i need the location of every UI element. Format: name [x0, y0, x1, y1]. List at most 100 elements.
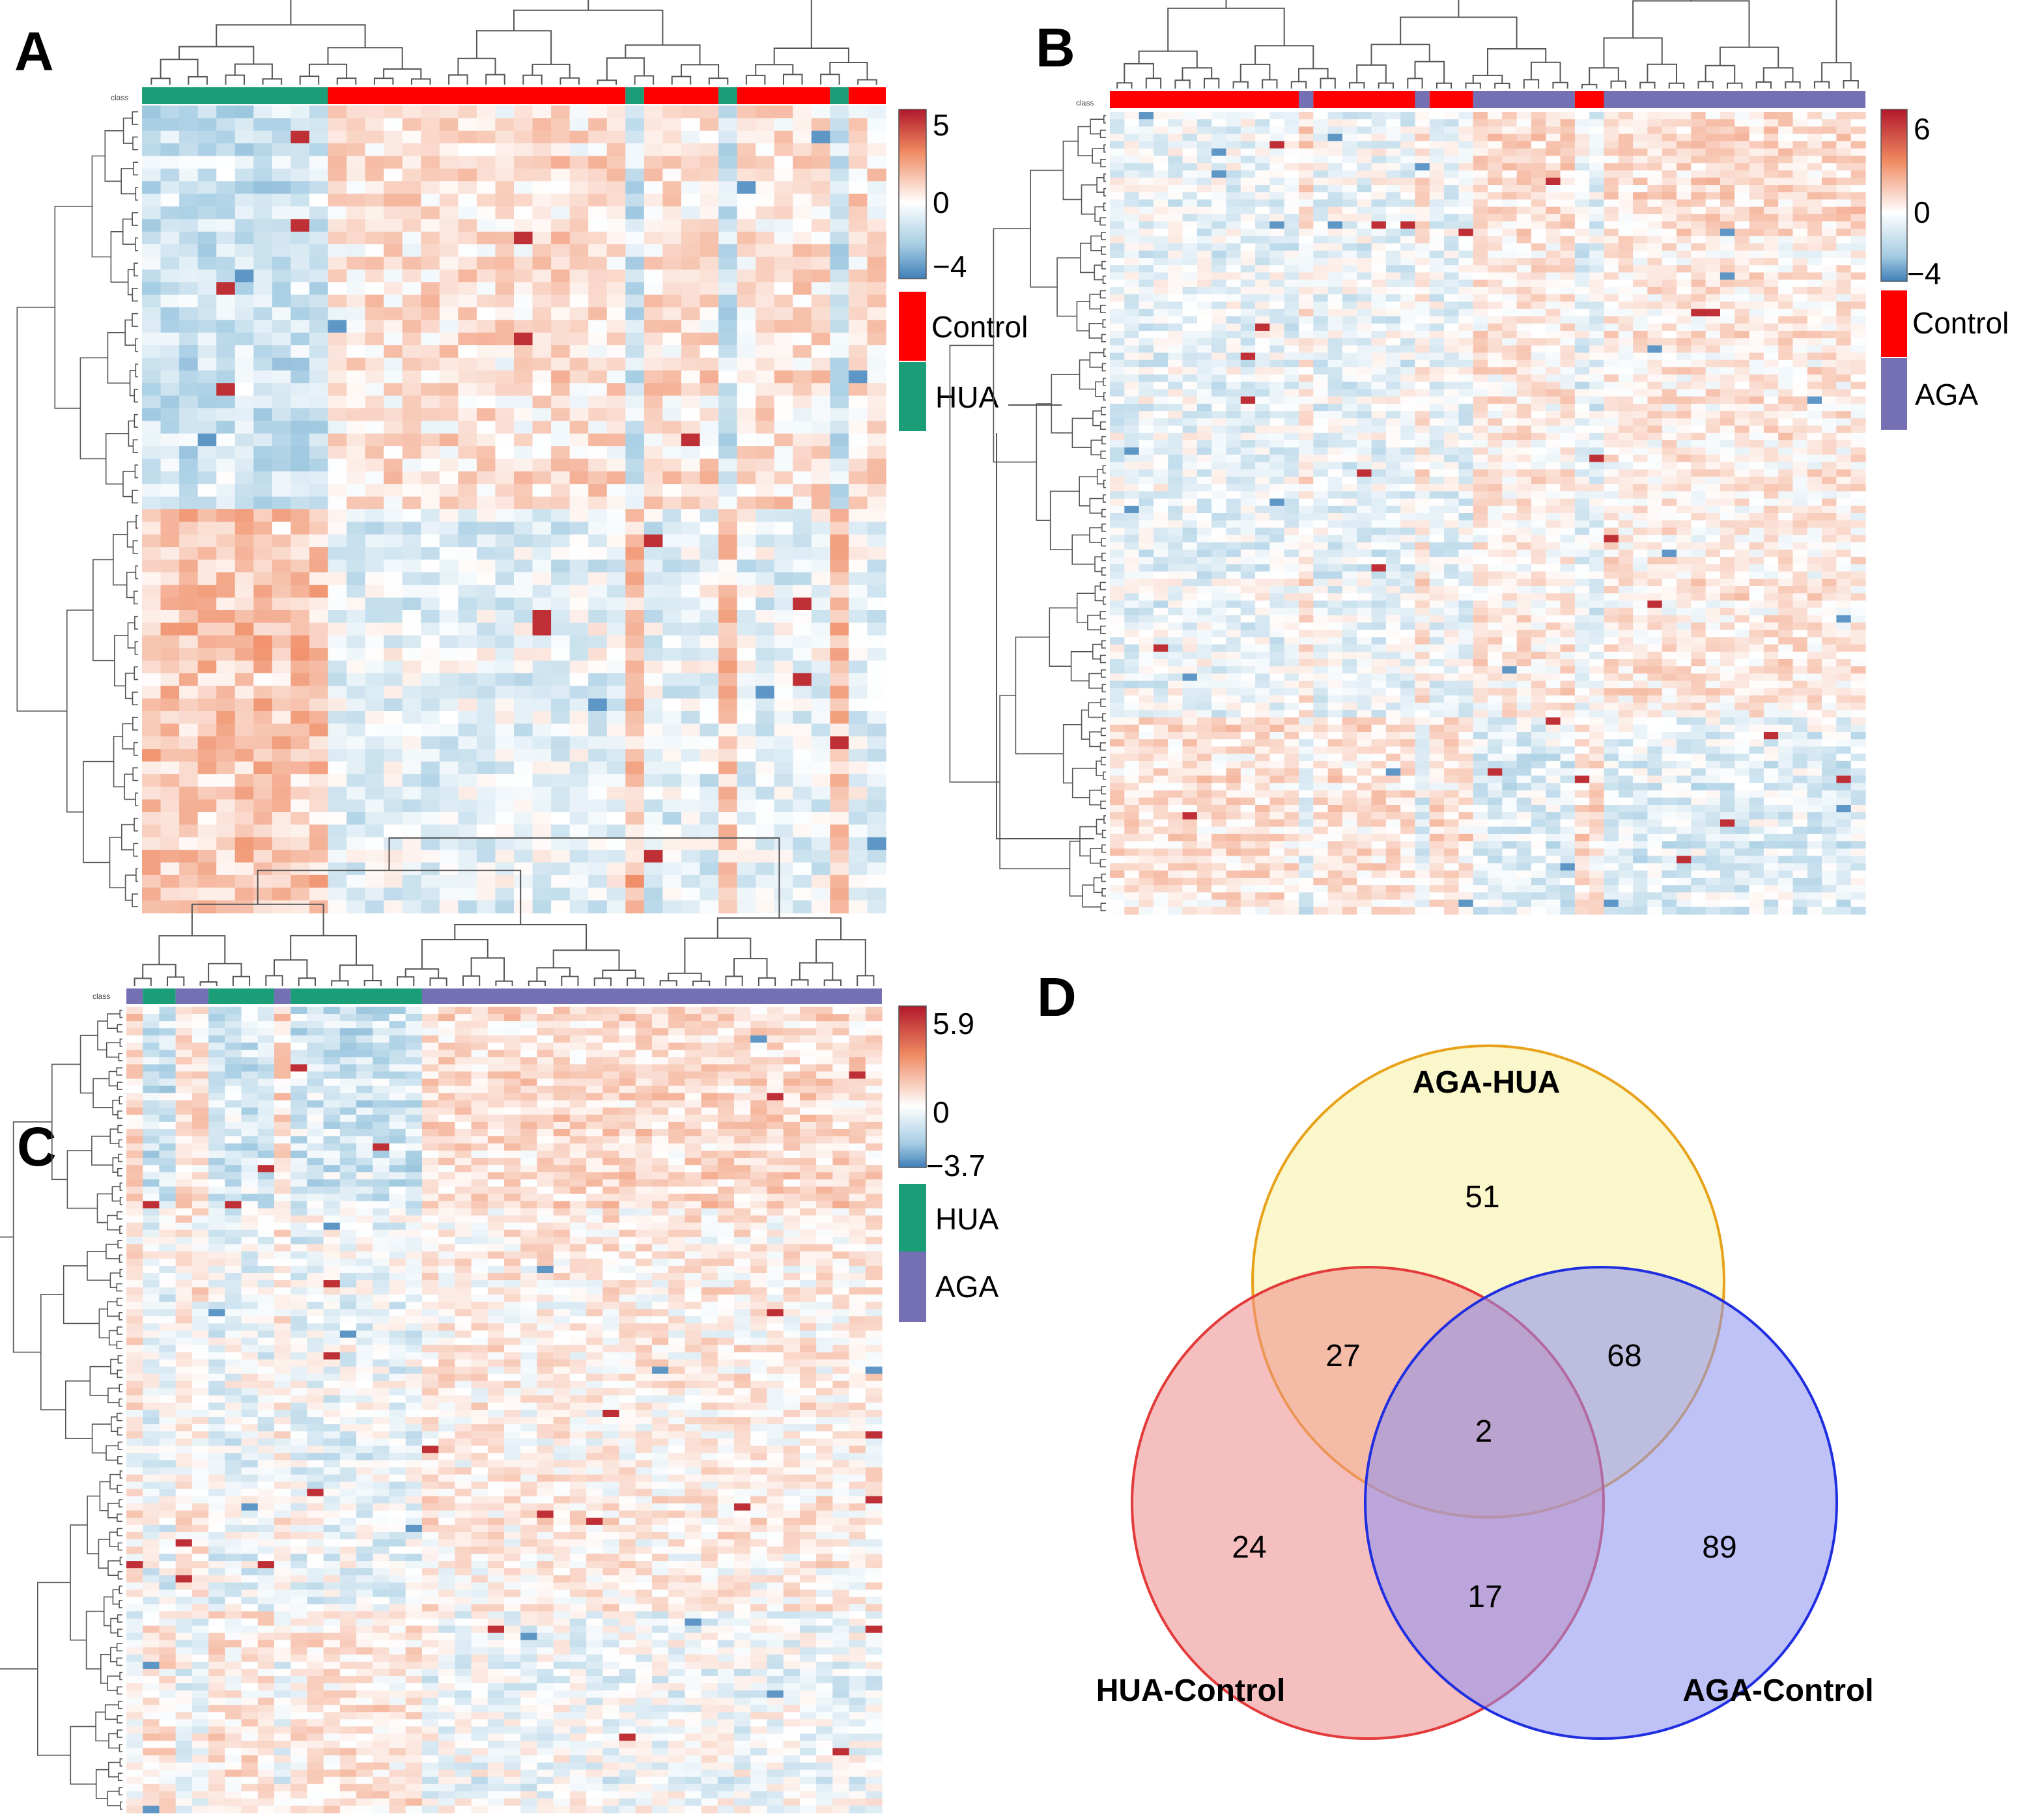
heatmap-cell — [718, 572, 738, 585]
heatmap-cell — [867, 875, 886, 888]
heatmap-cell — [421, 471, 440, 484]
heatmap-cell — [253, 875, 273, 888]
heatmap-cell — [606, 673, 626, 686]
heatmap-cell — [197, 648, 217, 662]
heatmap-cell — [421, 673, 440, 686]
heatmap-cell — [1749, 331, 1764, 339]
heatmap-cell — [1385, 432, 1401, 441]
heatmap-cell — [272, 395, 291, 409]
heatmap-cell — [1502, 265, 1518, 273]
heatmap-cell — [1473, 425, 1488, 434]
heatmap-cell — [1807, 418, 1822, 427]
heatmap-cell — [309, 534, 329, 548]
heatmap-cell — [532, 812, 552, 825]
heatmap-cell — [1240, 316, 1256, 324]
heatmap-cell — [1197, 214, 1212, 222]
heatmap-cell — [1226, 359, 1241, 368]
heatmap-cell — [551, 156, 571, 169]
heatmap-cell — [1458, 301, 1474, 309]
heatmap-cell — [1589, 119, 1605, 127]
heatmap-cell — [718, 585, 738, 598]
heatmap-cell — [1546, 309, 1561, 317]
heatmap-cell — [1662, 418, 1677, 427]
heatmap-cell — [1735, 258, 1750, 266]
heatmap-cell — [737, 522, 756, 535]
heatmap-cell — [142, 559, 162, 573]
heatmap-cell — [718, 282, 738, 296]
heatmap-cell — [1473, 309, 1488, 317]
heatmap-cell — [290, 257, 310, 270]
heatmap-cell — [1749, 396, 1764, 404]
heatmap-cell — [272, 774, 291, 787]
heatmap-cell — [606, 559, 626, 573]
heatmap-cell — [1415, 331, 1430, 339]
heatmap-cell — [1139, 214, 1154, 222]
heatmap-cell — [514, 761, 533, 775]
heatmap-cell — [1763, 177, 1779, 186]
heatmap-cell — [551, 888, 571, 901]
heatmap-cell — [1284, 236, 1299, 244]
heatmap-cell — [1400, 206, 1416, 215]
heatmap-cell — [1531, 272, 1546, 281]
heatmap-cell — [1531, 229, 1546, 236]
heatmap-cell — [681, 143, 701, 157]
heatmap-cell — [848, 635, 868, 649]
heatmap-cell — [569, 496, 589, 510]
heatmap-cell — [1807, 265, 1822, 273]
heatmap-cell — [1473, 177, 1488, 186]
heatmap-cell — [793, 559, 812, 573]
heatmap-cell — [1589, 279, 1605, 288]
heatmap-cell — [476, 496, 496, 510]
heatmap-cell — [1531, 432, 1546, 441]
heatmap-cell — [514, 458, 533, 472]
heatmap-cell — [625, 850, 645, 863]
heatmap-cell — [848, 231, 868, 245]
heatmap-cell — [532, 332, 552, 346]
heatmap-cell — [142, 332, 162, 346]
heatmap-cell — [1110, 382, 1125, 390]
heatmap-cell — [1647, 301, 1663, 309]
heatmap-cell — [458, 888, 477, 901]
heatmap-cell — [830, 888, 849, 901]
heatmap-cell — [197, 395, 217, 409]
heatmap-cell — [1662, 141, 1677, 149]
heatmap-cell — [272, 345, 291, 359]
heatmap-cell — [439, 862, 459, 876]
heatmap-cell — [700, 686, 719, 699]
class-block-hua — [830, 87, 849, 104]
heatmap-cell — [365, 105, 384, 119]
heatmap-cell — [216, 257, 236, 270]
class-tag-a: class — [111, 93, 128, 102]
heatmap-cell — [1327, 440, 1343, 448]
heatmap-cell — [1502, 411, 1518, 419]
heatmap-cell — [1139, 316, 1154, 324]
heatmap-cell — [569, 698, 589, 712]
heatmap-cell — [718, 711, 738, 724]
heatmap-cell — [1415, 272, 1430, 281]
heatmap-cell — [662, 370, 682, 384]
heatmap-cell — [1691, 352, 1706, 361]
heatmap-cell — [253, 219, 273, 232]
heatmap-cell — [1124, 265, 1140, 273]
heatmap-cell — [1822, 331, 1837, 339]
heatmap-cell — [830, 143, 849, 157]
heatmap-cell — [476, 559, 496, 573]
heatmap-cell — [625, 383, 645, 397]
heatmap-cell — [1473, 338, 1488, 346]
heatmap-cell — [681, 458, 701, 472]
heatmap-cell — [439, 118, 459, 132]
heatmap-cell — [179, 231, 199, 245]
heatmap-cell — [1850, 206, 1866, 215]
heatmap-cell — [1778, 133, 1794, 142]
heatmap-cell — [662, 206, 682, 219]
heatmap-cell — [1560, 272, 1576, 281]
heatmap-cell — [1778, 243, 1794, 251]
heatmap-cell — [439, 572, 459, 585]
heatmap-cell — [1720, 192, 1735, 200]
heatmap-cell — [1560, 156, 1576, 163]
heatmap-cell — [179, 585, 199, 598]
heatmap-cell — [1822, 301, 1837, 309]
heatmap-cell — [588, 698, 608, 712]
heatmap-cell — [811, 206, 830, 219]
heatmap-cell — [1647, 214, 1663, 222]
